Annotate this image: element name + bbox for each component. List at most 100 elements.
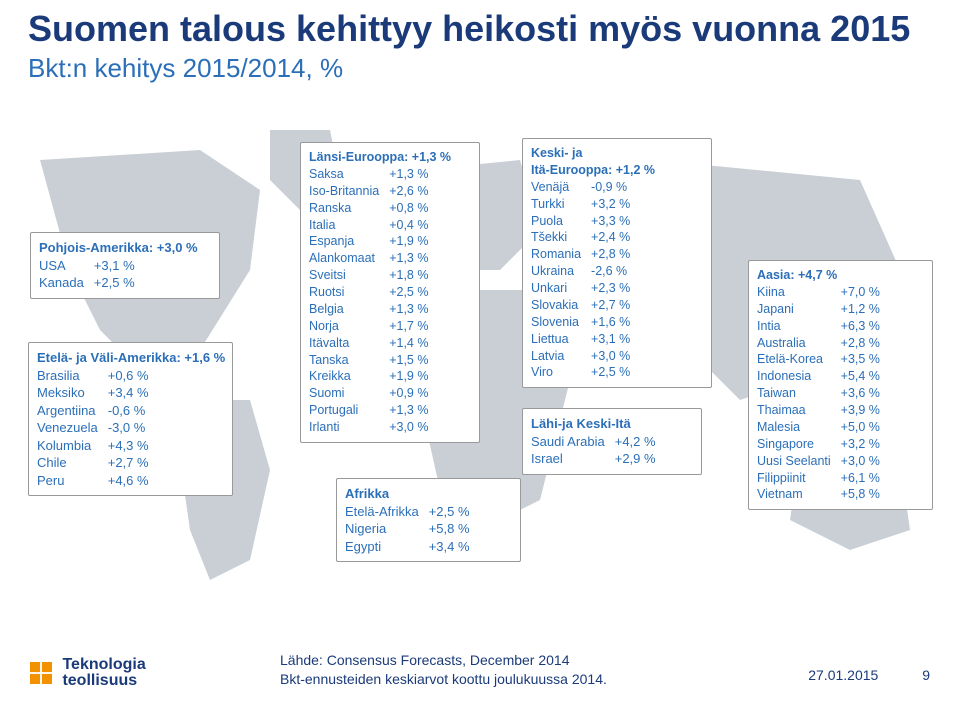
country-value: +5,4 % bbox=[831, 368, 880, 385]
country-name: USA bbox=[39, 257, 84, 275]
country-value: +2,7 % bbox=[98, 454, 149, 472]
source-line-2: Bkt-ennusteiden keskiarvot koottu jouluk… bbox=[280, 671, 607, 687]
table-row: Intia+6,3 % bbox=[757, 318, 880, 335]
country-name: Norja bbox=[309, 318, 379, 335]
region-north-america: Pohjois-Amerikka: +3,0 %USA+3,1 %Kanada+… bbox=[30, 232, 220, 299]
logo-text-line2: teollisuus bbox=[62, 672, 137, 689]
table-row: Itävalta+1,4 % bbox=[309, 335, 428, 352]
region-table: USA+3,1 %Kanada+2,5 % bbox=[39, 257, 135, 292]
page-subtitle: Bkt:n kehitys 2015/2014, % bbox=[28, 53, 910, 84]
country-name: Filippiinit bbox=[757, 470, 831, 487]
country-name: Singapore bbox=[757, 436, 831, 453]
country-name: Tšekki bbox=[531, 229, 581, 246]
country-value: +3,0 % bbox=[379, 419, 428, 436]
country-name: Romania bbox=[531, 246, 581, 263]
region-africa: AfrikkaEtelä-Afrikka+2,5 %Nigeria+5,8 %E… bbox=[336, 478, 521, 562]
country-name: Etelä-Afrikka bbox=[345, 503, 419, 521]
table-row: Viro+2,5 % bbox=[531, 364, 630, 381]
title-block: Suomen talous kehittyy heikosti myös vuo… bbox=[28, 8, 910, 84]
country-value: +1,3 % bbox=[379, 166, 428, 183]
table-row: Etelä-Afrikka+2,5 % bbox=[345, 503, 470, 521]
table-row: Puola+3,3 % bbox=[531, 213, 630, 230]
region-asia: Aasia: +4,7 %Kiina+7,0 %Japani+1,2 %Inti… bbox=[748, 260, 933, 510]
country-value: +3,9 % bbox=[831, 402, 880, 419]
region-table: Saksa+1,3 %Iso-Britannia+2,6 %Ranska+0,8… bbox=[309, 166, 428, 436]
region-header: Etelä- ja Väli-Amerikka: +1,6 % bbox=[37, 349, 224, 367]
country-name: Kolumbia bbox=[37, 437, 98, 455]
table-row: Venezuela-3,0 % bbox=[37, 419, 149, 437]
country-value: +3,6 % bbox=[831, 385, 880, 402]
country-name: Egypti bbox=[345, 538, 419, 556]
country-value: +1,3 % bbox=[379, 402, 428, 419]
country-value: +3,0 % bbox=[581, 348, 630, 365]
country-value: +3,2 % bbox=[581, 196, 630, 213]
table-row: Kiina+7,0 % bbox=[757, 284, 880, 301]
region-middle-east: Lähi-ja Keski-ItäSaudi Arabia+4,2 %Israe… bbox=[522, 408, 702, 475]
country-name: Brasilia bbox=[37, 367, 98, 385]
table-row: Unkari+2,3 % bbox=[531, 280, 630, 297]
table-row: Ukraina-2,6 % bbox=[531, 263, 630, 280]
footer-right: 27.01.2015 9 bbox=[808, 667, 930, 683]
country-name: Intia bbox=[757, 318, 831, 335]
region-header: Länsi-Eurooppa: +1,3 % bbox=[309, 149, 471, 166]
table-row: Romania+2,8 % bbox=[531, 246, 630, 263]
region-central-east-europe: Keski- jaItä-Eurooppa: +1,2 %Venäjä-0,9 … bbox=[522, 138, 712, 388]
country-name: Kiina bbox=[757, 284, 831, 301]
country-value: +2,5 % bbox=[581, 364, 630, 381]
country-name: Italia bbox=[309, 217, 379, 234]
country-value: +6,3 % bbox=[831, 318, 880, 335]
country-name: Vietnam bbox=[757, 486, 831, 503]
country-value: +1,4 % bbox=[379, 335, 428, 352]
region-table: Kiina+7,0 %Japani+1,2 %Intia+6,3 %Austra… bbox=[757, 284, 880, 503]
table-row: Latvia+3,0 % bbox=[531, 348, 630, 365]
country-name: Saudi Arabia bbox=[531, 433, 605, 451]
country-name: Tanska bbox=[309, 352, 379, 369]
table-row: Saudi Arabia+4,2 % bbox=[531, 433, 656, 451]
country-name: Ukraina bbox=[531, 263, 581, 280]
country-name: Uusi Seelanti bbox=[757, 453, 831, 470]
region-south-america: Etelä- ja Väli-Amerikka: +1,6 %Brasilia+… bbox=[28, 342, 233, 496]
country-name: Malesia bbox=[757, 419, 831, 436]
country-value: +5,8 % bbox=[419, 520, 470, 538]
table-row: Iso-Britannia+2,6 % bbox=[309, 183, 428, 200]
country-value: +2,5 % bbox=[84, 274, 135, 292]
table-row: Ranska+0,8 % bbox=[309, 200, 428, 217]
table-row: Australia+2,8 % bbox=[757, 335, 880, 352]
country-value: +6,1 % bbox=[831, 470, 880, 487]
country-value: +1,3 % bbox=[379, 301, 428, 318]
table-row: Filippiinit+6,1 % bbox=[757, 470, 880, 487]
country-name: Latvia bbox=[531, 348, 581, 365]
country-name: Puola bbox=[531, 213, 581, 230]
region-header: Keski- jaItä-Eurooppa: +1,2 % bbox=[531, 145, 703, 179]
table-row: Ruotsi+2,5 % bbox=[309, 284, 428, 301]
logo-text-line1: Teknologia bbox=[62, 656, 145, 673]
country-value: +3,4 % bbox=[98, 384, 149, 402]
country-name: Irlanti bbox=[309, 419, 379, 436]
country-name: Iso-Britannia bbox=[309, 183, 379, 200]
table-row: Kanada+2,5 % bbox=[39, 274, 135, 292]
country-value: -0,9 % bbox=[581, 179, 630, 196]
table-row: Japani+1,2 % bbox=[757, 301, 880, 318]
country-name: Nigeria bbox=[345, 520, 419, 538]
table-row: Espanja+1,9 % bbox=[309, 233, 428, 250]
region-header: Pohjois-Amerikka: +3,0 % bbox=[39, 239, 211, 257]
country-value: +4,6 % bbox=[98, 472, 149, 490]
country-value: +2,8 % bbox=[831, 335, 880, 352]
country-name: Suomi bbox=[309, 385, 379, 402]
country-name: Peru bbox=[37, 472, 98, 490]
country-value: +3,4 % bbox=[419, 538, 470, 556]
country-value: +1,9 % bbox=[379, 233, 428, 250]
country-name: Sveitsi bbox=[309, 267, 379, 284]
country-value: +0,4 % bbox=[379, 217, 428, 234]
country-value: +3,5 % bbox=[831, 351, 880, 368]
country-name: Argentiina bbox=[37, 402, 98, 420]
table-row: USA+3,1 % bbox=[39, 257, 135, 275]
country-value: +3,0 % bbox=[831, 453, 880, 470]
table-row: Meksiko+3,4 % bbox=[37, 384, 149, 402]
table-row: Kolumbia+4,3 % bbox=[37, 437, 149, 455]
source-line-1: Lähde: Consensus Forecasts, December 201… bbox=[280, 652, 570, 668]
country-name: Taiwan bbox=[757, 385, 831, 402]
country-name: Chile bbox=[37, 454, 98, 472]
country-name: Etelä-Korea bbox=[757, 351, 831, 368]
table-row: Italia+0,4 % bbox=[309, 217, 428, 234]
